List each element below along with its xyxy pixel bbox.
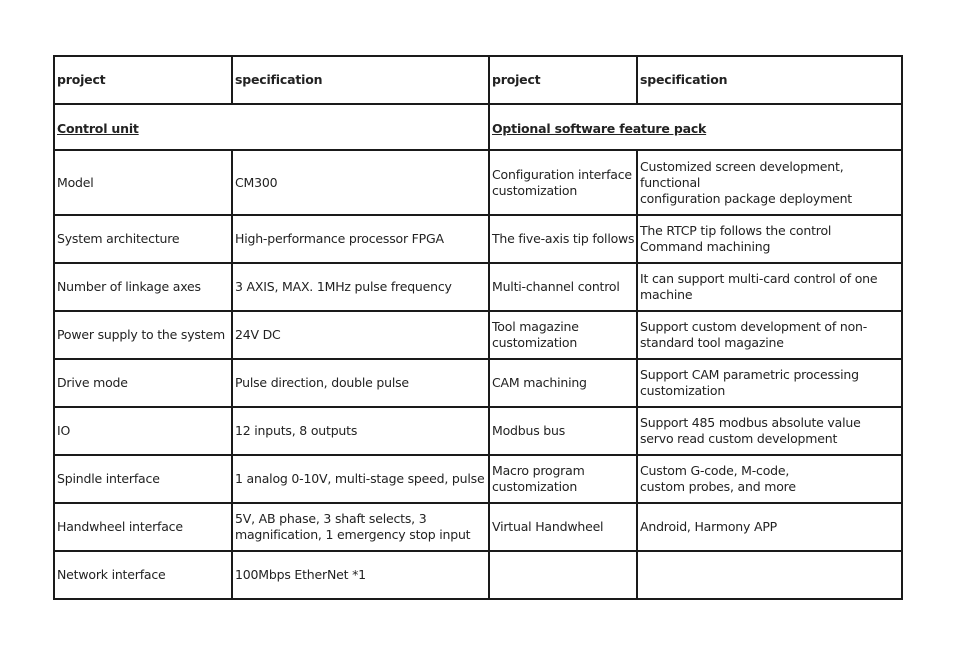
header-spec-1: specification [231, 55, 490, 105]
project-cell: Power supply to the system [53, 310, 233, 360]
table-row: Handwheel interface 5V, AB phase, 3 shaft… [53, 502, 903, 552]
spec-cell: 1 analog 0-10V, multi-stage speed, pulse [231, 454, 490, 504]
spec-cell [636, 550, 903, 600]
spec-cell: 24V DC [231, 310, 490, 360]
table-row: Number of linkage axes 3 AXIS, MAX. 1MHz … [53, 262, 903, 312]
spec-cell: Android, Harmony APP [636, 502, 903, 552]
project-cell: Number of linkage axes [53, 262, 233, 312]
spec-cell: CM300 [231, 149, 490, 216]
project-cell: Macro program customization [488, 454, 638, 504]
project-cell: System architecture [53, 214, 233, 264]
section-control-unit: Control unit [53, 103, 490, 151]
header-spec-2: specification [636, 55, 903, 105]
spec-table: project specification project specificat… [53, 55, 903, 600]
project-cell: Tool magazine customization [488, 310, 638, 360]
header-row: project specification project specificat… [53, 55, 903, 105]
project-cell: Handwheel interface [53, 502, 233, 552]
header-project-1: project [53, 55, 233, 105]
table-row: Drive mode Pulse direction, double pulse C… [53, 358, 903, 408]
project-cell: Virtual Handwheel [488, 502, 638, 552]
table-row: Power supply to the system 24V DC Tool mag… [53, 310, 903, 360]
project-cell: Model [53, 149, 233, 216]
project-cell [488, 550, 638, 600]
table-row: System architecture High-performance proc… [53, 214, 903, 264]
header-project-2: project [488, 55, 638, 105]
spec-cell: Support CAM parametric processing custom… [636, 358, 903, 408]
spec-cell: Support 485 modbus absolute value servo … [636, 406, 903, 456]
project-cell: Spindle interface [53, 454, 233, 504]
project-cell: Multi-channel control [488, 262, 638, 312]
spec-cell: It can support multi-card control of one… [636, 262, 903, 312]
project-cell: IO [53, 406, 233, 456]
spec-cell: 5V, AB phase, 3 shaft selects, 3 magnifi… [231, 502, 490, 552]
spec-cell: Custom G-code, M-code, custom probes, an… [636, 454, 903, 504]
spec-cell: 12 inputs, 8 outputs [231, 406, 490, 456]
table-row: Network interface 100Mbps EtherNet *1 [53, 550, 903, 600]
spec-cell: 100Mbps EtherNet *1 [231, 550, 490, 600]
project-cell: The five-axis tip follows [488, 214, 638, 264]
spec-cell: The RTCP tip follows the control Command… [636, 214, 903, 264]
section-row: Control unit Optional software feature p… [53, 103, 903, 151]
table-row: Model CM300 Configuration interface custom… [53, 149, 903, 216]
project-cell: Drive mode [53, 358, 233, 408]
spec-cell: Pulse direction, double pulse [231, 358, 490, 408]
table-row: IO 12 inputs, 8 outputs Modbus bus Support… [53, 406, 903, 456]
project-cell: Network interface [53, 550, 233, 600]
spec-cell: Customized screen development, functiona… [636, 149, 903, 216]
spec-cell: Support custom development of non- stand… [636, 310, 903, 360]
project-cell: Configuration interface customization [488, 149, 638, 216]
table-row: Spindle interface 1 analog 0-10V, multi-s… [53, 454, 903, 504]
spec-cell: 3 AXIS, MAX. 1MHz pulse frequency [231, 262, 490, 312]
project-cell: Modbus bus [488, 406, 638, 456]
project-cell: CAM machining [488, 358, 638, 408]
spec-cell: High-performance processor FPGA [231, 214, 490, 264]
section-optional-software: Optional software feature pack [488, 103, 903, 151]
